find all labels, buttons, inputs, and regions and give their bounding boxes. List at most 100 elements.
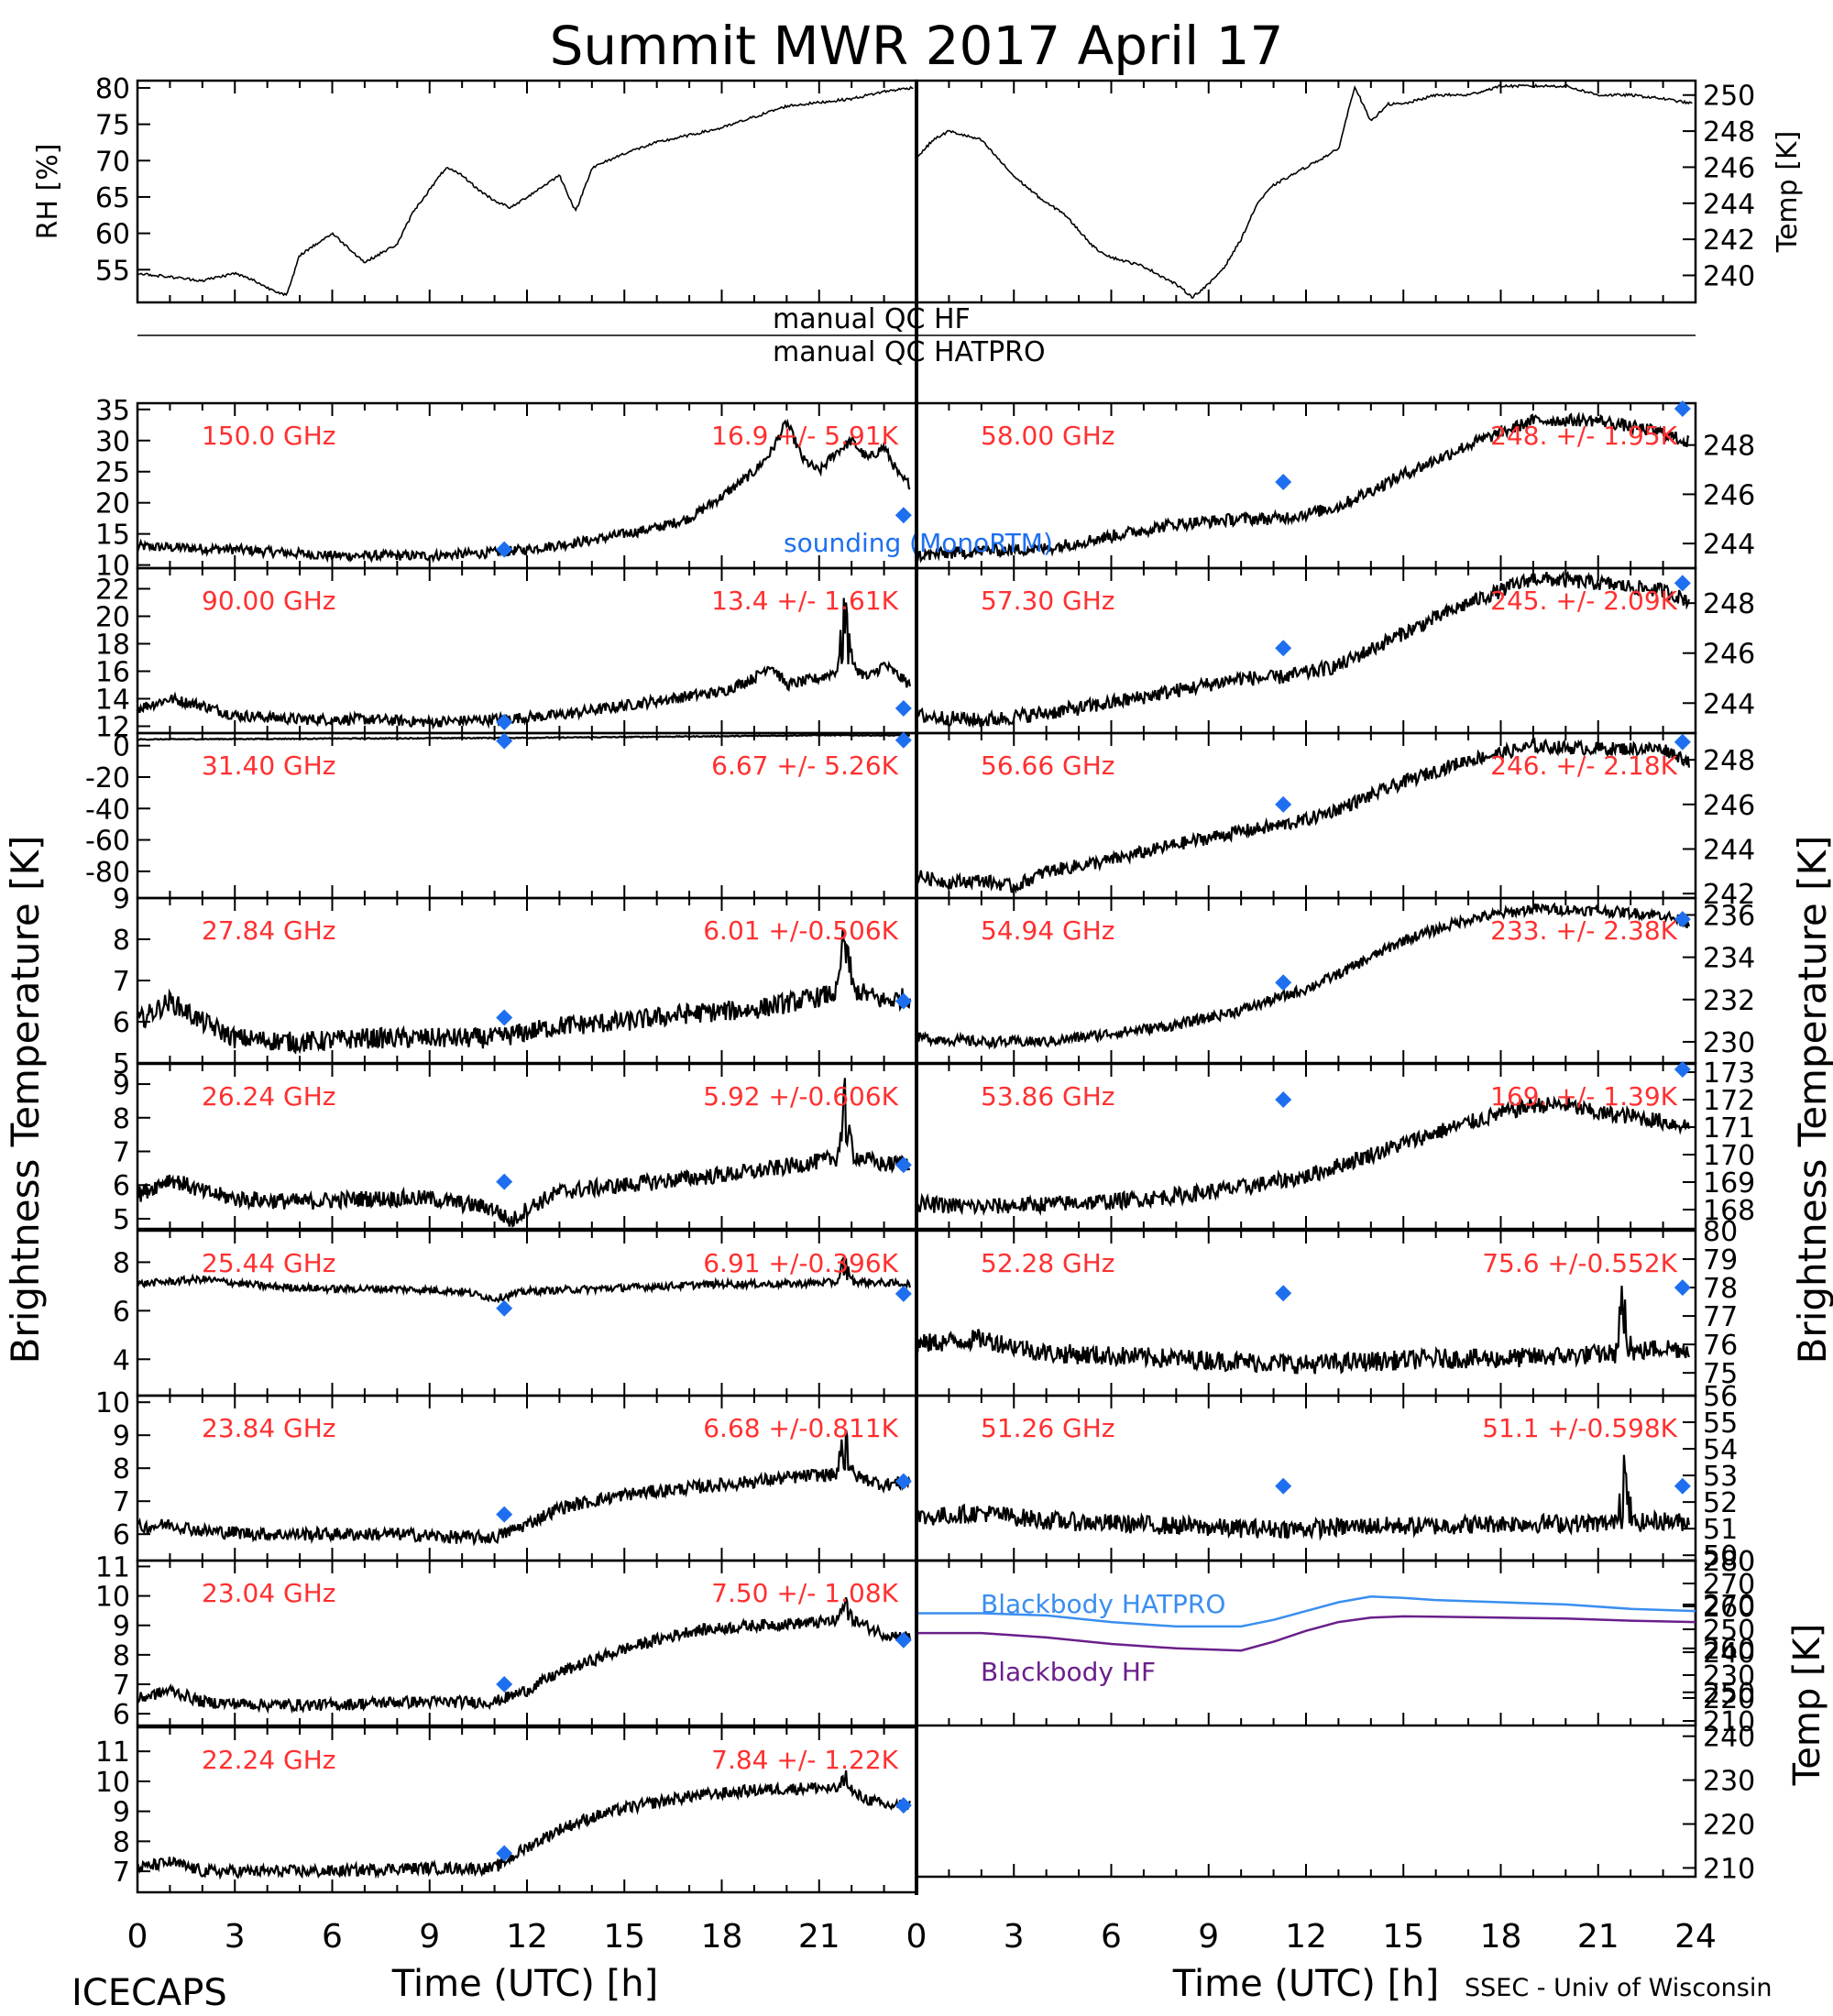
y-tick-label-blackbody: 240: [1703, 1722, 1755, 1754]
y-tick-label-blackbody: 240: [1703, 1638, 1755, 1670]
y-tick-label-hf_23_84: 8: [113, 1453, 130, 1485]
y-tick-label-hf_27: 5: [113, 1048, 130, 1080]
channel-stat-hp_57_3: 245. +/- 2.09K: [1490, 586, 1677, 616]
channel-stat-hf_27: 6.01 +/-0.506K: [703, 915, 898, 946]
x-tick-label: 18: [701, 1918, 743, 1956]
y-tick-label-hf_26: 8: [113, 1103, 130, 1135]
blackbody-legend-0: Blackbody HATPRO: [981, 1589, 1225, 1619]
blackbody-ylabel: Temp [K]: [1786, 1624, 1828, 1787]
y-tick-label-hf_23_04: 9: [113, 1611, 130, 1643]
x-tick-label: 3: [225, 1918, 246, 1956]
y-tick-label-hf_23_04: 7: [113, 1670, 130, 1702]
y-tick-label-hf_27: 7: [113, 966, 130, 998]
y-tick-label-blackbody: 260: [1703, 1634, 1755, 1666]
y-tick-label-hp_52_28: 78: [1703, 1273, 1738, 1305]
y-tick-label-met_rh: 55: [95, 255, 130, 287]
sounding-diamond-hf_31: [496, 732, 513, 750]
y-tick-label-hf_90: 22: [95, 575, 130, 607]
sounding-diamond-hf_23_04: [895, 1631, 912, 1649]
sounding-diamond-hp_51_26: [1674, 1477, 1691, 1495]
x-tick-label: 0: [906, 1918, 927, 1956]
blackbody-series-0: [916, 1595, 1696, 1628]
channel-stat-hf_25: 6.91 +/-0.396K: [703, 1248, 898, 1278]
sounding-diamond-hf_150: [895, 507, 912, 524]
x-tick-label: 6: [322, 1918, 343, 1956]
y-tick-label-met_rh: 65: [95, 182, 130, 214]
y-tick-label-hp_54_94: 232: [1703, 985, 1755, 1017]
channel-label-hf_22: 22.24 GHz: [202, 1745, 336, 1775]
y-tick-label-hf_150: 20: [95, 488, 130, 520]
sounding-diamond-hp_53_86: [1275, 1091, 1292, 1108]
y-tick-label-hf_90: 20: [95, 602, 130, 634]
y-tick-label-blackbody: 270: [1703, 1569, 1755, 1601]
sounding-diamond-hp_51_26: [1275, 1477, 1292, 1495]
channel-label-hp_56_66: 56.66 GHz: [981, 751, 1115, 781]
y-tick-label-blackbody: 260: [1703, 1592, 1755, 1624]
y-tick-label-met_temp: 246: [1703, 152, 1755, 184]
y-tick-label-hp_57_3: 246: [1703, 639, 1755, 671]
x-tick-label: 21: [1577, 1918, 1619, 1956]
data-trace-hf_25: [137, 1255, 911, 1304]
sounding-diamond-hp_54_94: [1275, 974, 1292, 992]
y-tick-label-hp_52_28: 75: [1703, 1358, 1738, 1390]
y-tick-label-hp_53_86: 170: [1703, 1140, 1755, 1172]
sounding-diamond-hp_58: [1275, 473, 1292, 490]
y-tick-label-blackbody: 280: [1703, 1546, 1755, 1578]
y-tick-label-hp_52_28: 79: [1703, 1244, 1738, 1276]
y-tick-label-met_rh: 80: [95, 73, 130, 105]
y-tick-label-hf_22: 11: [95, 1737, 130, 1769]
channel-label-hp_58: 58.00 GHz: [981, 421, 1115, 451]
channel-label-hp_52_28: 52.28 GHz: [981, 1248, 1115, 1278]
y-tick-label-blackbody: 280: [1703, 1546, 1755, 1578]
y-tick-label-hf_27: 8: [113, 925, 130, 957]
y-tick-label-hf_90: 12: [95, 712, 130, 744]
y-tick-label-hf_22: 7: [113, 1857, 130, 1889]
sounding-diamond-hf_23_04: [496, 1676, 513, 1693]
data-trace-hp_58: [915, 411, 1690, 564]
qc-hf-label: manual QC HF: [773, 303, 971, 335]
y-tick-label-hf_31: 0: [113, 731, 130, 763]
data-trace-hf_90: [137, 597, 911, 730]
data-trace-hp_51_26: [915, 1454, 1690, 1541]
sounding-diamond-hf_150: [496, 541, 513, 558]
y-tick-label-hf_31: -60: [85, 826, 130, 858]
x-tick-label: 9: [1198, 1918, 1219, 1956]
channel-label-hf_27: 27.84 GHz: [202, 915, 336, 946]
x-tick-label: 18: [1480, 1918, 1522, 1956]
y-tick-label-hp_57_3: 244: [1703, 688, 1755, 720]
y-tick-label-hf_22: 9: [113, 1797, 130, 1829]
y-tick-label-blackbody: 250: [1703, 1615, 1755, 1647]
sounding-diamond-hp_56_66: [1674, 733, 1691, 751]
y-tick-label-hf_25: 6: [113, 1296, 130, 1328]
y-tick-label-hp_54_94: 230: [1703, 1027, 1755, 1059]
met-ylabel-met_rh: RH [%]: [32, 144, 64, 240]
y-tick-label-hf_26: 9: [113, 1069, 130, 1101]
sounding-diamond-hf_26: [895, 1156, 912, 1174]
y-tick-label-hp_54_94: 236: [1703, 900, 1755, 932]
met-ylabel-met_temp: Temp [K]: [1772, 131, 1804, 254]
y-tick-label-hp_56_66: 246: [1703, 790, 1755, 822]
x-tick-label: 12: [1285, 1918, 1327, 1956]
panel-frame-blackbody: [915, 1559, 1697, 1727]
channel-stat-hf_90: 13.4 +/- 1.61K: [711, 586, 898, 616]
y-tick-label-hp_53_86: 173: [1703, 1057, 1755, 1090]
channel-label-hf_150: 150.0 GHz: [202, 421, 336, 451]
y-tick-label-hp_52_28: 76: [1703, 1330, 1738, 1362]
y-tick-label-blackbody: 250: [1703, 1678, 1755, 1710]
x-tick-label: 21: [798, 1918, 840, 1956]
y-tick-label-hf_27: 6: [113, 1007, 130, 1039]
channel-stat-hp_51_26: 51.1 +/-0.598K: [1482, 1413, 1677, 1443]
y-tick-label-hp_52_28: 80: [1703, 1216, 1738, 1248]
y-tick-label-hp_51_26: 50: [1703, 1540, 1738, 1572]
y-tick-label-hf_23_84: 9: [113, 1420, 130, 1452]
x-tick-label: 15: [603, 1918, 645, 1956]
sounding-diamond-hf_23_84: [496, 1506, 513, 1523]
y-tick-label-hp_57_3: 248: [1703, 588, 1755, 620]
channel-label-hf_31: 31.40 GHz: [202, 751, 336, 781]
data-trace-hf_26: [136, 1078, 910, 1228]
channel-stat-hf_23_84: 6.68 +/-0.811K: [703, 1413, 898, 1443]
y-tick-label-hf_26: 6: [113, 1170, 130, 1202]
channel-label-hf_26: 26.24 GHz: [202, 1081, 336, 1112]
y-tick-label-hp_56_66: 244: [1703, 834, 1755, 866]
